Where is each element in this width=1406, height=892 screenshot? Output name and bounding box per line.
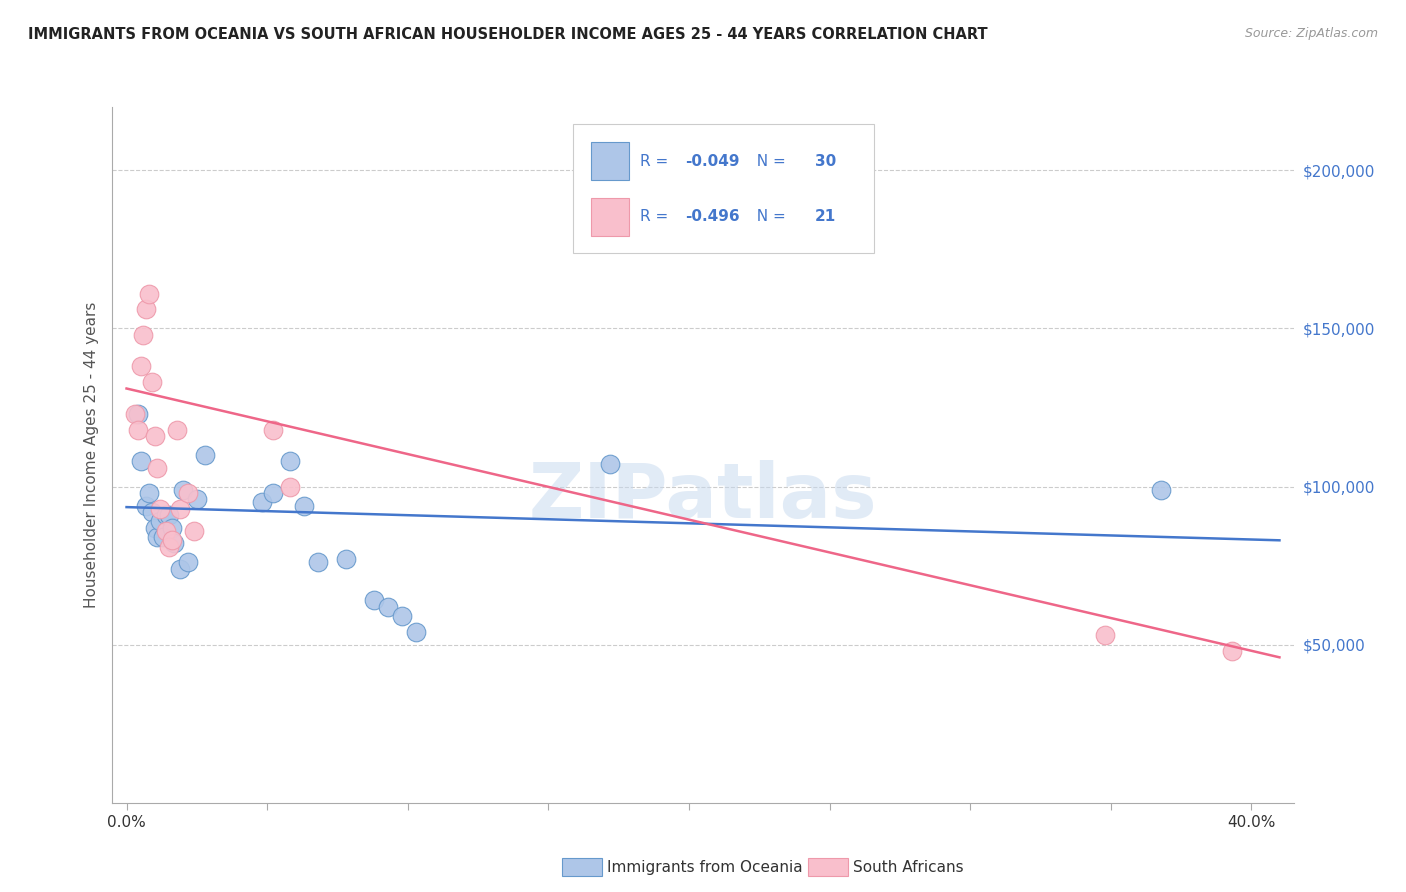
Point <box>127 423 149 437</box>
Point <box>143 521 166 535</box>
Bar <box>591 198 628 236</box>
Point <box>157 540 180 554</box>
Point <box>1094 628 1116 642</box>
Point <box>292 499 315 513</box>
Point <box>152 530 174 544</box>
Point <box>127 407 149 421</box>
Y-axis label: Householder Income Ages 25 - 44 years: Householder Income Ages 25 - 44 years <box>83 301 98 608</box>
Text: N =: N = <box>747 210 790 225</box>
Point <box>163 536 186 550</box>
Point <box>307 556 329 570</box>
Point <box>138 486 160 500</box>
Point <box>135 499 157 513</box>
Point <box>160 521 183 535</box>
FancyBboxPatch shape <box>574 125 875 253</box>
Text: R =: R = <box>640 153 673 169</box>
Point <box>250 495 273 509</box>
Point <box>132 327 155 342</box>
Point <box>405 625 427 640</box>
Point <box>599 458 621 472</box>
Text: R =: R = <box>640 210 673 225</box>
Point <box>391 609 413 624</box>
Point <box>262 486 284 500</box>
Point <box>149 501 172 516</box>
Text: South Africans: South Africans <box>853 860 965 874</box>
Bar <box>591 142 628 180</box>
Point <box>262 423 284 437</box>
Point <box>194 448 217 462</box>
Point <box>183 524 205 538</box>
Point <box>157 508 180 522</box>
Point <box>155 508 177 522</box>
Point <box>169 562 191 576</box>
Point <box>186 492 208 507</box>
Point <box>166 423 188 437</box>
Point <box>124 407 146 421</box>
Text: 21: 21 <box>815 210 837 225</box>
Point <box>149 514 172 528</box>
Text: 30: 30 <box>815 153 837 169</box>
Point <box>177 556 200 570</box>
Point <box>129 359 152 374</box>
Point <box>155 524 177 538</box>
Point <box>377 599 399 614</box>
Point <box>363 593 385 607</box>
Point <box>143 429 166 443</box>
Point <box>278 454 301 468</box>
Point <box>146 530 169 544</box>
Point <box>160 533 183 548</box>
Point <box>141 505 163 519</box>
Point <box>129 454 152 468</box>
Point <box>177 486 200 500</box>
Point <box>1150 483 1173 497</box>
Point <box>138 286 160 301</box>
Point <box>146 460 169 475</box>
Point <box>172 483 194 497</box>
Text: -0.496: -0.496 <box>685 210 740 225</box>
Point <box>1220 644 1243 658</box>
Point <box>169 501 191 516</box>
Point <box>141 375 163 389</box>
Text: IMMIGRANTS FROM OCEANIA VS SOUTH AFRICAN HOUSEHOLDER INCOME AGES 25 - 44 YEARS C: IMMIGRANTS FROM OCEANIA VS SOUTH AFRICAN… <box>28 27 988 42</box>
Text: Source: ZipAtlas.com: Source: ZipAtlas.com <box>1244 27 1378 40</box>
Point <box>135 302 157 317</box>
Text: ZIPatlas: ZIPatlas <box>529 459 877 533</box>
Text: N =: N = <box>747 153 790 169</box>
Text: Immigrants from Oceania: Immigrants from Oceania <box>607 860 803 874</box>
Point <box>278 479 301 493</box>
Point <box>335 552 357 566</box>
Text: -0.049: -0.049 <box>685 153 740 169</box>
